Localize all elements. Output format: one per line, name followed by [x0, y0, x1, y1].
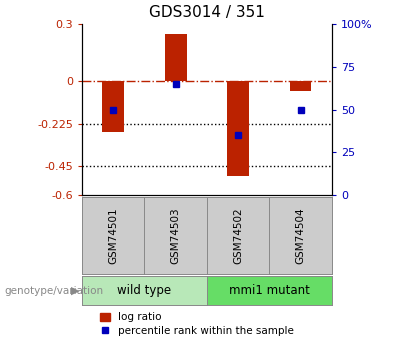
Text: GSM74501: GSM74501 [108, 207, 118, 264]
Bar [227, 81, 249, 176]
Text: GSM74504: GSM74504 [296, 207, 306, 264]
Text: mmi1 mutant: mmi1 mutant [229, 284, 310, 297]
Text: wild type: wild type [117, 284, 171, 297]
Text: genotype/variation: genotype/variation [4, 286, 103, 296]
Bar [102, 81, 124, 132]
Text: GSM74502: GSM74502 [233, 207, 243, 264]
Bar [290, 81, 312, 91]
Text: GSM74503: GSM74503 [171, 207, 181, 264]
Title: GDS3014 / 351: GDS3014 / 351 [149, 5, 265, 20]
Text: ▶: ▶ [71, 286, 80, 296]
Legend: log ratio, percentile rank within the sample: log ratio, percentile rank within the sa… [95, 308, 299, 340]
Bar [165, 34, 186, 81]
